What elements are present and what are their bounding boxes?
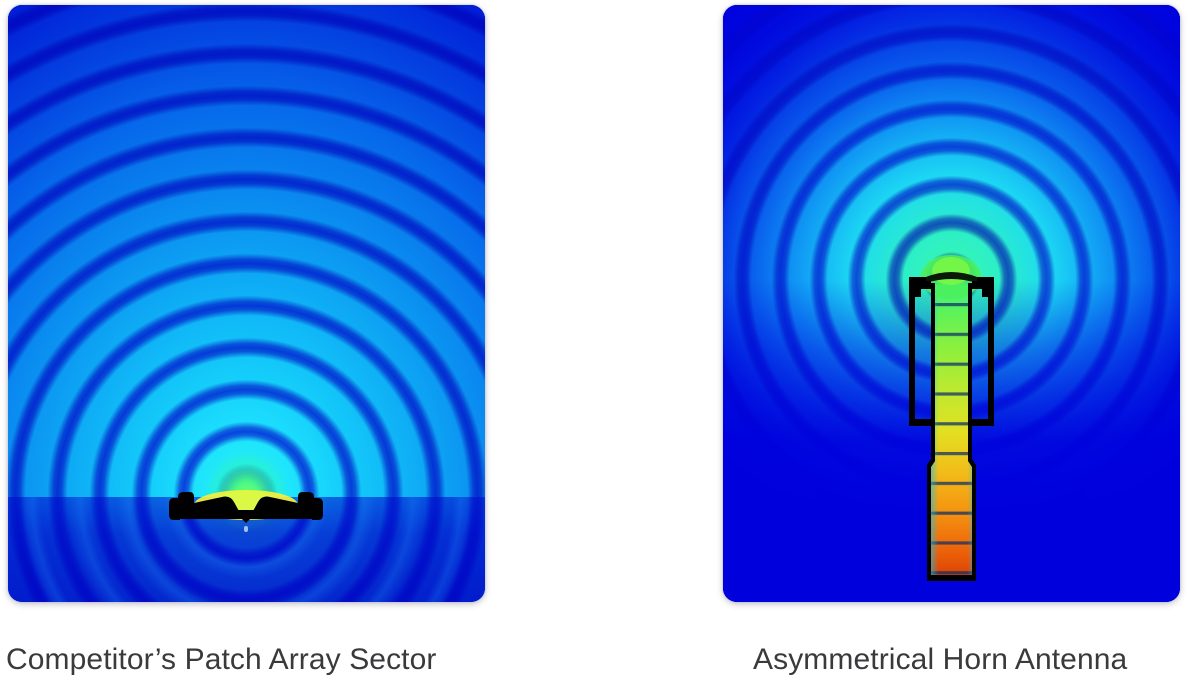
right-reflector-wall: [252, 492, 314, 515]
waveguide-feed-short: [927, 575, 976, 581]
feed-spark: [244, 526, 248, 532]
simulation-panel-patch-array[interactable]: [8, 5, 485, 602]
waveguide-left-wall: [927, 283, 935, 579]
patch-array-geometry: [169, 490, 323, 532]
right-end-cap: [312, 498, 323, 520]
horn-aperture-lip: [926, 272, 977, 283]
aperture-plume-core: [932, 257, 970, 285]
waveguide-field: [931, 285, 972, 577]
horn-throat-right: [972, 281, 988, 297]
horn-antenna-geometry: [909, 255, 994, 581]
left-reflector-wall: [178, 492, 240, 515]
left-end-cap: [169, 498, 180, 520]
horn-flare-left-foot: [909, 419, 933, 426]
caption-horn-antenna: Asymmetrical Horn Antenna: [753, 643, 1128, 676]
simulation-panel-horn-antenna[interactable]: [723, 5, 1180, 602]
center-feed-notch: [236, 511, 256, 523]
horn-flare-left: [909, 277, 926, 425]
caption-patch-array: Competitor’s Patch Array Sector: [6, 643, 437, 676]
horn-flare-right: [977, 277, 994, 425]
waveguide-right-wall: [968, 283, 976, 579]
horn-flare-right-foot: [970, 419, 994, 426]
horn-throat-left: [915, 281, 931, 297]
